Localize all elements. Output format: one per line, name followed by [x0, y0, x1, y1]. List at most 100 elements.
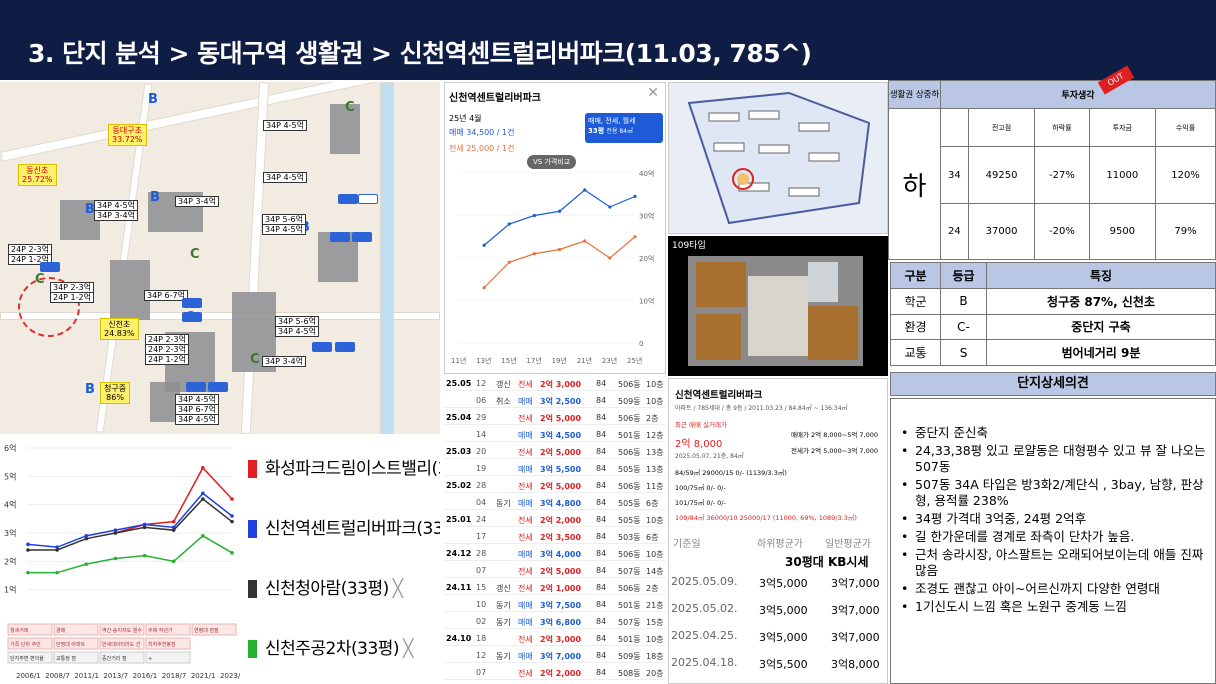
price-marker[interactable]: 24P 1-2억: [8, 254, 52, 265]
area-row[interactable]: 101/75㎡ 0/- 0/-: [675, 499, 726, 507]
price-marker[interactable]: 34P 4-5억: [262, 224, 306, 235]
y-tick-label: 5억: [4, 471, 16, 481]
map-pin[interactable]: [335, 342, 355, 352]
map-pin[interactable]: [186, 382, 206, 392]
transaction-row[interactable]: 24.12 28 매매 3억 4,000 84 506동 10층: [444, 546, 666, 561]
transaction-cell: 3억 7,500: [540, 601, 582, 610]
close-icon[interactable]: ✕: [647, 85, 659, 101]
price-marker[interactable]: 34P 6-7억: [144, 290, 188, 301]
transaction-row[interactable]: 02 동기 매매 3억 6,800 84 507동 15층: [444, 614, 666, 629]
transaction-cell: 18층: [646, 652, 664, 661]
area-row[interactable]: 100/75㎡ 0/- 0/-: [675, 484, 726, 492]
transaction-cell: 2억 5,000: [540, 448, 582, 457]
legend-label: 신천주공2차(33평): [265, 639, 400, 659]
compare-button[interactable]: VS 가격비교: [527, 155, 577, 169]
map-pin[interactable]: [40, 262, 60, 272]
transaction-cell: 11층: [646, 482, 664, 491]
area-row[interactable]: 109/84㎡ 36000/10 25000/17 (11000, 69%, 1…: [675, 514, 857, 522]
transaction-row[interactable]: 10 동기 매매 3억 7,500 84 501동 21층: [444, 597, 666, 612]
site-map[interactable]: [668, 82, 888, 234]
price-marker[interactable]: 34P 3-4억: [175, 196, 219, 207]
map-pin[interactable]: [352, 232, 372, 242]
transaction-cell: 2억 1,000: [540, 584, 582, 593]
school-label: 동대구초 33.72%: [108, 124, 147, 146]
transaction-cell: 06: [476, 396, 487, 405]
legend-item[interactable]: 신천역센트럴리버파크(33평)╳: [248, 514, 440, 539]
transaction-cell: 12: [476, 651, 487, 660]
feature-cell: 교통: [890, 339, 941, 366]
data-point: [532, 252, 537, 256]
transaction-row[interactable]: 25.03 20 전세 2억 5,000 84 506동 13층: [444, 444, 666, 459]
transaction-row[interactable]: 17 전세 2억 3,500 84 503동 6층: [444, 529, 666, 544]
transaction-row[interactable]: 24.10 18 전세 2억 3,000 84 501동 10층: [444, 631, 666, 646]
col-header: 수익률: [1155, 108, 1216, 148]
map-pin[interactable]: [208, 382, 228, 392]
price-marker[interactable]: 34P 4-5억: [175, 414, 219, 425]
filter-chip-label: +: [148, 656, 152, 662]
kb-cell: 3억8,000: [831, 658, 880, 671]
price-marker[interactable]: 34P 3-4억: [262, 356, 306, 367]
transaction-cell: 84: [596, 396, 607, 405]
price-marker[interactable]: 24P 1-2억: [50, 292, 94, 303]
map-pin[interactable]: [358, 194, 378, 204]
transaction-row[interactable]: 25.04 29 전세 2억 5,000 84 506동 2층: [444, 410, 666, 425]
filter-button[interactable]: 매매, 전세, 월세 33평 전용 84㎡: [585, 113, 663, 143]
transaction-row[interactable]: 24.11 15 갱신 전세 2억 1,000 84 506동 2층: [444, 580, 666, 595]
filter-chip: [53, 637, 99, 650]
school-label: 청구중 86%: [100, 382, 131, 404]
legend-item[interactable]: 화성파크드림이스트밸리(34평)╳: [248, 454, 440, 479]
price-marker[interactable]: 34P 3-4억: [94, 210, 138, 221]
x-tick-label: 25년: [627, 356, 642, 365]
grade-letter: B: [85, 382, 95, 397]
transaction-row[interactable]: 25.01 24 전세 2억 2,000 84 505동 10층: [444, 512, 666, 527]
recent-date: 2025.05.07, 21층, 84㎡: [675, 453, 744, 460]
header-bar: 3. 단지 분석 > 동대구역 생활권 > 신천역센트럴리버파크(11.03, …: [0, 0, 1216, 80]
x-tick-label: 13년: [476, 356, 491, 365]
col-header: 구분: [890, 262, 941, 289]
transaction-row[interactable]: 19 매매 3억 5,500 84 505동 13층: [444, 461, 666, 476]
transaction-row[interactable]: 07 전세 2억 5,000 84 507동 14층: [444, 563, 666, 578]
map-pin[interactable]: [330, 232, 350, 242]
features-table: 구분 등급 특징 학군 B 청구중 87%, 신천초 환경 C- 중단지 구축 교통 S 범…: [890, 262, 1216, 366]
transaction-row[interactable]: 25.02 28 전세 2억 5,000 84 506동 11층: [444, 478, 666, 493]
transaction-cell: 전세: [518, 669, 533, 678]
feature-cell: S: [940, 339, 987, 366]
transaction-list[interactable]: 25.05 12 갱신 전세 2억 3,000 84 506동 10층 06 취소 매매 3억 2,5…: [444, 376, 666, 684]
price-marker[interactable]: 34P 4-5억: [263, 120, 307, 131]
legend-item[interactable]: 신천청아람(33평) ╳: [248, 574, 403, 599]
grade-letter: C: [35, 272, 45, 287]
map-pin[interactable]: [182, 298, 202, 308]
map-pin[interactable]: [182, 312, 202, 322]
close-icon[interactable]: ╳: [392, 579, 403, 599]
data-point: [113, 556, 118, 561]
price-marker[interactable]: 24P 1-2억: [145, 354, 189, 365]
filter-chip-label: 단지주변 편의율: [10, 655, 44, 662]
price-marker[interactable]: 34P 4-5억: [263, 172, 307, 183]
transaction-row[interactable]: 12 동기 매매 3억 7,000 84 509동 18층: [444, 648, 666, 663]
legend-swatch: [248, 460, 257, 478]
transaction-cell: 전세: [518, 533, 533, 542]
data-point: [583, 239, 587, 243]
kb-col: 하위평균가: [757, 539, 803, 550]
map-pin[interactable]: [338, 194, 358, 204]
transaction-row[interactable]: 06 취소 매매 3억 2,500 84 509동 10층: [444, 393, 666, 408]
opinion-item: 중단지 준신축: [899, 425, 1209, 441]
transaction-row[interactable]: 25.05 12 갱신 전세 2억 3,000 84 506동 10층: [444, 376, 666, 391]
col-header: 투자금: [1088, 108, 1157, 148]
data-point: [26, 548, 30, 552]
transaction-row[interactable]: 07 전세 2억 2,000 84 508동 20층: [444, 665, 666, 680]
data-point: [55, 548, 59, 552]
transaction-row[interactable]: 04 동기 매매 3억 4,800 84 505동 6층: [444, 495, 666, 510]
area-row[interactable]: 84/59㎡ 29000/15 0/- (1139/3.3㎡): [675, 469, 787, 477]
transaction-cell: 10: [476, 600, 487, 609]
close-icon[interactable]: ╳: [403, 639, 413, 659]
price-marker[interactable]: 34P 4-5억: [275, 326, 319, 337]
col-header: 등급: [940, 262, 987, 289]
legend-label: 신천역센트럴리버파크(33평): [265, 519, 440, 539]
sale-summary: 매매 34,500 / 1건: [449, 128, 515, 137]
transaction-row[interactable]: 14 매매 3억 4,500 84 501동 12층: [444, 427, 666, 442]
data-point: [113, 531, 118, 535]
map-pin[interactable]: [312, 342, 332, 352]
legend-item[interactable]: 신천주공2차(33평) ╳: [248, 634, 413, 659]
